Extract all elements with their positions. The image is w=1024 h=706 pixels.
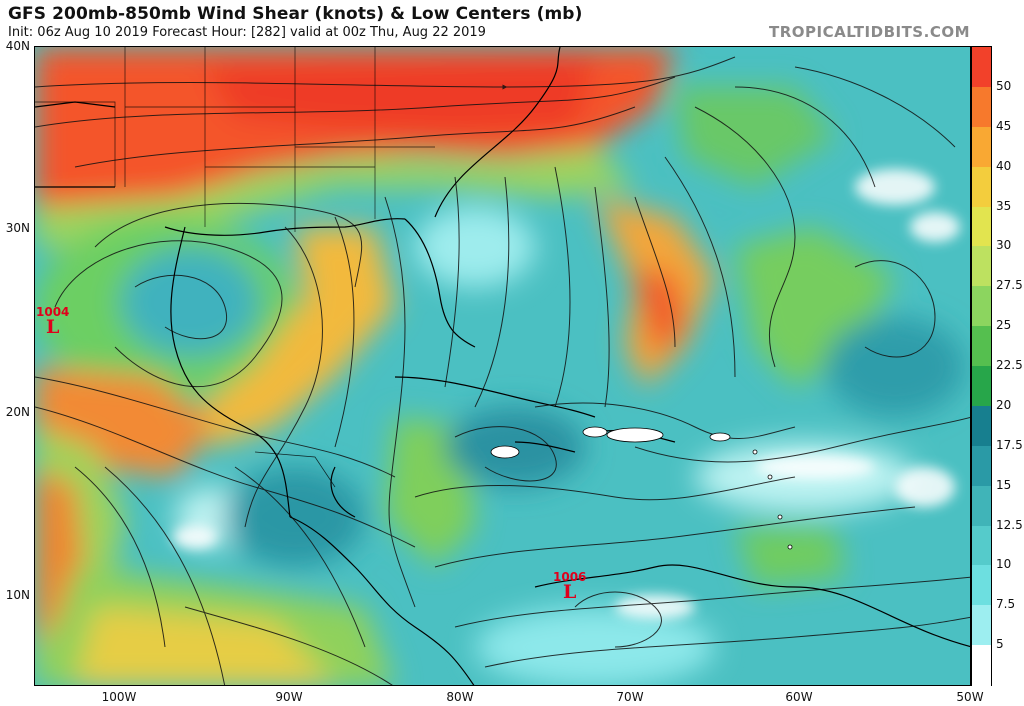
lat-label-30n: 30N	[5, 221, 30, 235]
low-pressure-label: 1004	[36, 305, 70, 319]
colorbar-tick-label: 35	[996, 198, 1012, 213]
colorbar-segment	[972, 366, 991, 407]
colorbar-tick-label: 45	[996, 118, 1012, 133]
map-title: GFS 200mb-850mb Wind Shear (knots) & Low…	[8, 4, 583, 24]
colorbar-segment	[972, 445, 991, 487]
colorbar-segment	[972, 525, 991, 566]
low-shear-speckles	[173, 169, 960, 619]
colorbar-tick-label: 20	[996, 397, 1012, 412]
colorbar-tick-label: 30	[996, 238, 1012, 253]
islands	[490, 426, 793, 550]
colorbar-tick-label: 10	[996, 557, 1012, 572]
colorbar-segment	[972, 605, 991, 646]
low-symbol: L	[46, 316, 60, 338]
lon-label-100w: 100W	[101, 690, 137, 704]
colorbar-segment	[972, 126, 991, 168]
streamlines	[35, 56, 970, 685]
lat-label-10n: 10N	[5, 588, 30, 602]
map-canvas	[35, 47, 970, 685]
low-center-marker: 1004 L	[36, 305, 70, 338]
low-symbol: L	[563, 581, 577, 603]
colorbar-segment	[972, 246, 991, 287]
colorbar-segment	[972, 485, 991, 526]
colorbar-tick-label: 22.5	[996, 358, 1023, 372]
colorbar-segment	[972, 326, 991, 367]
lon-label-70w: 70W	[616, 690, 644, 704]
colorbar-tick-label: 12.5	[996, 517, 1023, 532]
colorbar-segment	[972, 405, 991, 447]
colorbar-tick-label: 25	[996, 318, 1012, 333]
shear-field	[35, 47, 965, 685]
colorbar-tick-label: 15	[996, 477, 1012, 492]
political-borders	[35, 47, 435, 488]
colorbar-tick-label: 7.5	[996, 597, 1016, 612]
map-subtitle: Init: 06z Aug 10 2019 Forecast Hour: [28…	[8, 25, 486, 40]
colorbar-tick-label: 17.5	[996, 437, 1023, 452]
colorbar-segment	[972, 47, 991, 88]
low-pressure-label: 1006	[553, 570, 587, 584]
colorbar-segment	[972, 286, 991, 327]
colorbar-segment	[972, 565, 991, 606]
lon-label-90w: 90W	[275, 690, 303, 704]
colorbar-tick-label: 40	[996, 158, 1012, 173]
colorbar-tick-label: 27.5	[996, 278, 1023, 293]
low-center-marker: 1006 L	[553, 570, 587, 603]
lat-label-40n: 40N	[5, 39, 30, 53]
colorbar-segment	[972, 86, 991, 128]
colorbar	[971, 46, 992, 686]
watermark: TROPICALTIDBITS.COM	[769, 23, 970, 41]
coastlines	[35, 47, 970, 685]
lat-label-20n: 20N	[5, 405, 30, 419]
lon-label-60w: 60W	[785, 690, 813, 704]
colorbar-segment	[972, 166, 991, 207]
colorbar-tick-label: 50	[996, 78, 1012, 93]
wind-shear-map	[34, 46, 971, 686]
colorbar-tick-label: 5	[996, 637, 1004, 652]
colorbar-segment	[972, 206, 991, 247]
lon-label-80w: 80W	[446, 690, 474, 704]
lon-label-50w: 50W	[956, 690, 984, 704]
colorbar-segment	[972, 645, 991, 686]
